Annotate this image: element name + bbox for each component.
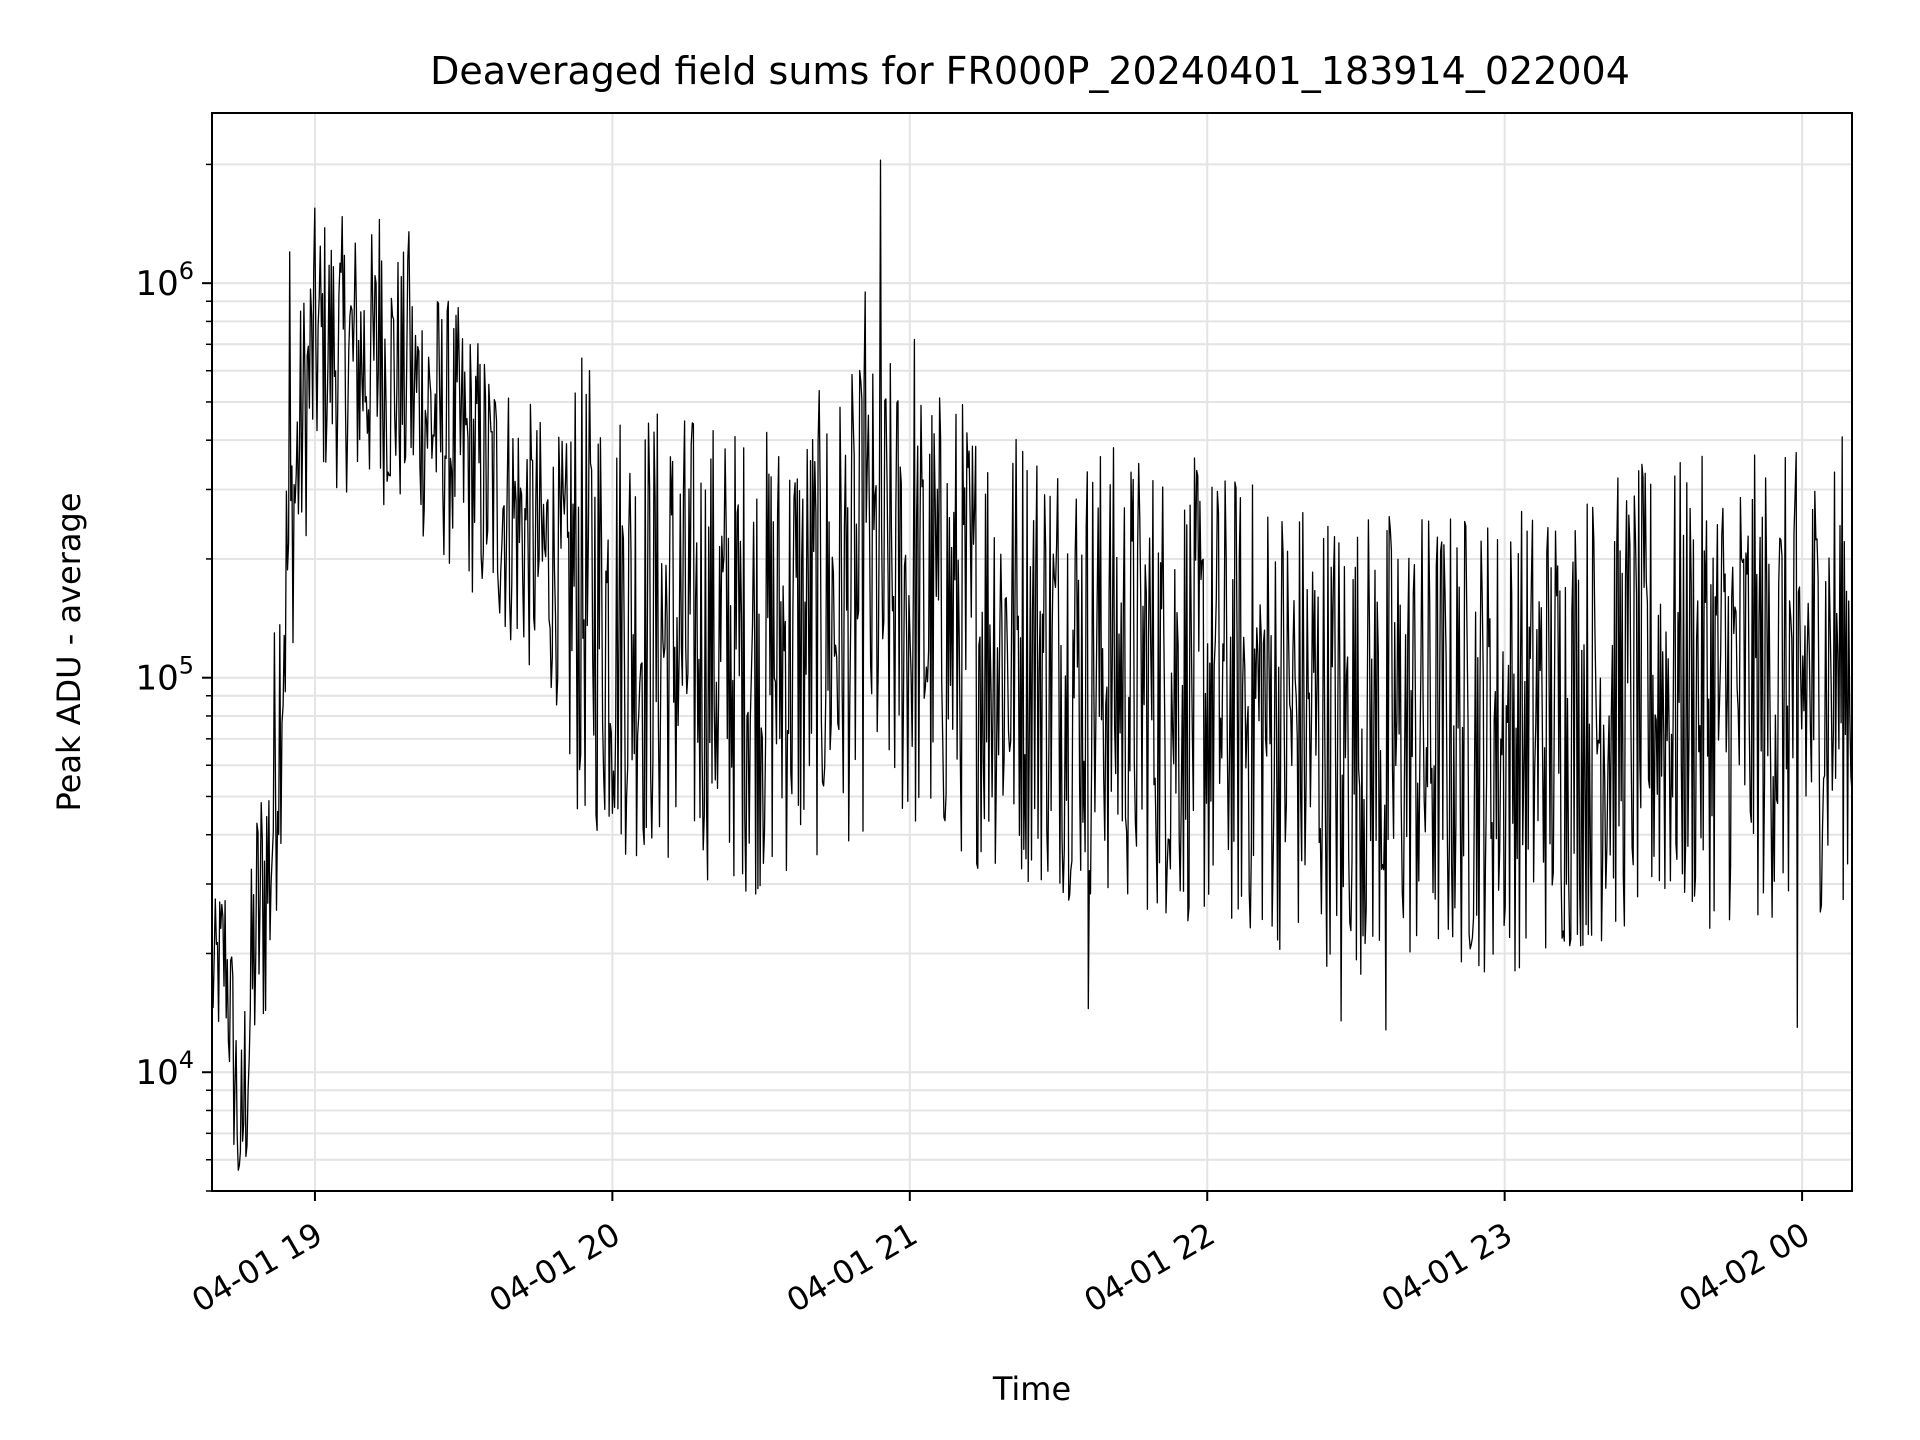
plot-frame	[211, 112, 1853, 1192]
chart-title: Deaveraged field sums for FR000P_2024040…	[430, 49, 1630, 93]
y-tick-label: 106	[135, 257, 194, 304]
series-line	[211, 159, 1853, 1171]
y-tick-label: 105	[135, 652, 194, 699]
x-axis-label: Time	[992, 1370, 1071, 1408]
y-axis-label: Peak ADU - average	[50, 493, 88, 812]
y-axis: 104 105 106	[135, 163, 212, 1192]
series-layer	[211, 159, 1853, 1171]
y-tick-label: 104	[135, 1046, 194, 1093]
